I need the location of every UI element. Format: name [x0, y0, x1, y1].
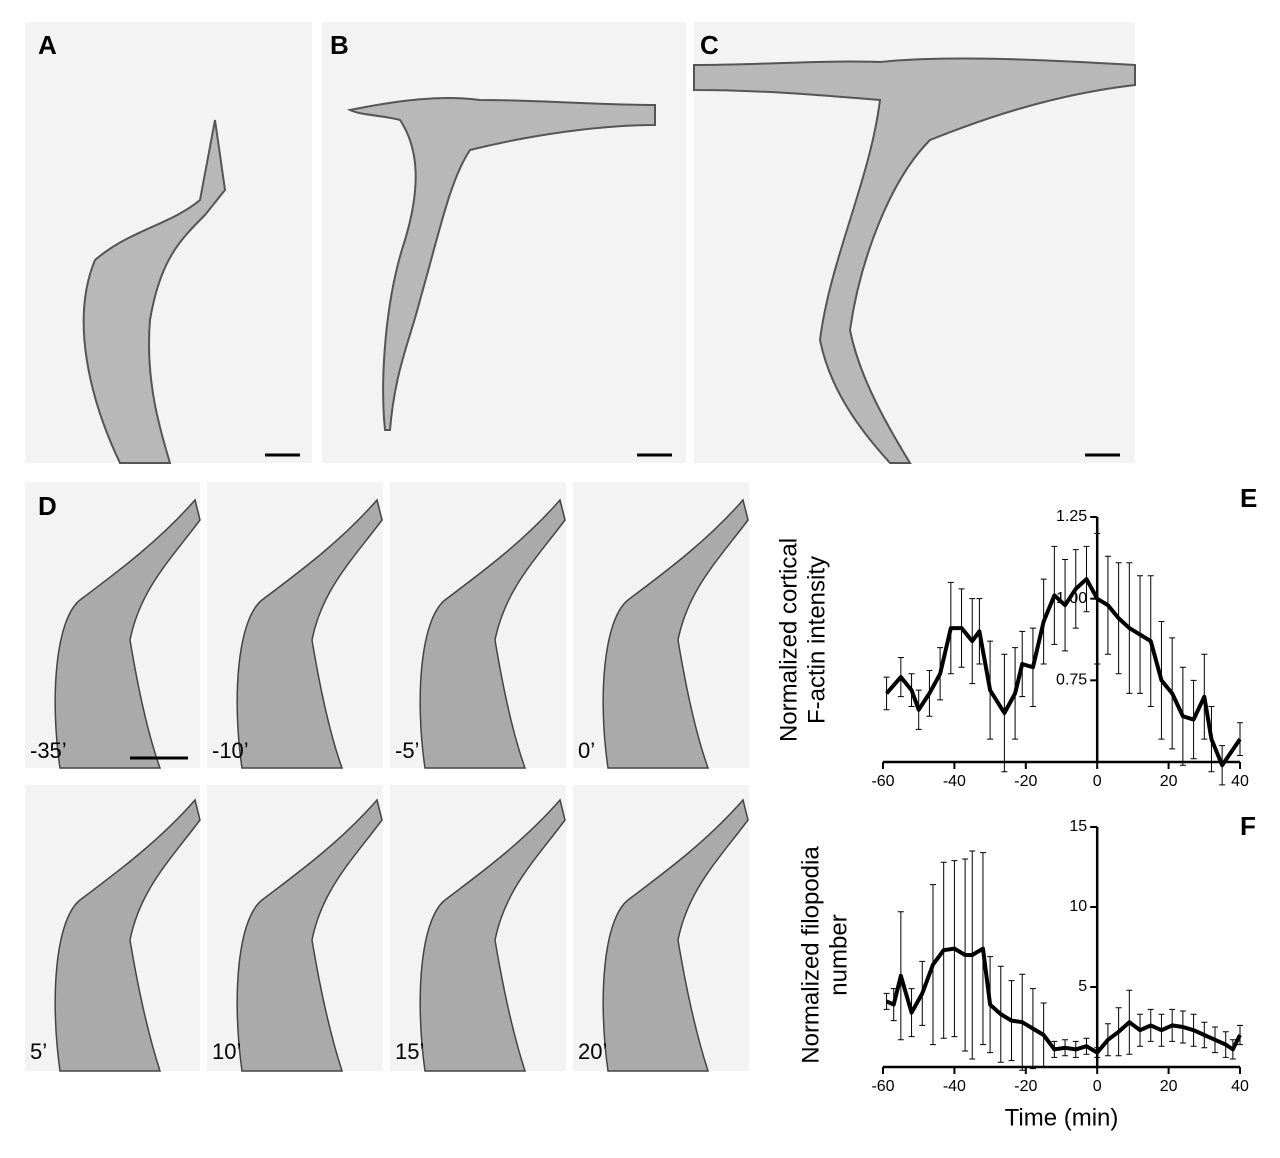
time-label: 20’ — [578, 1039, 607, 1064]
panel-label: A — [38, 30, 57, 60]
cell-c — [693, 57, 1136, 464]
x-tick-label: -20 — [1014, 773, 1037, 790]
panel-label: C — [700, 30, 719, 60]
y-axis-label: F-actin intensity — [803, 556, 830, 724]
x-tick-label: 0 — [1093, 1078, 1102, 1095]
panel-label: D — [38, 491, 57, 521]
panel-label: B — [330, 30, 349, 60]
time-label: -5’ — [395, 738, 419, 763]
y-tick-label: 10 — [1069, 898, 1087, 915]
x-tick-label: -60 — [871, 1078, 894, 1095]
x-tick-label: 20 — [1160, 1078, 1178, 1095]
scale-bars — [130, 453, 1120, 760]
x-tick-label: -40 — [943, 773, 966, 790]
time-label: 15’ — [395, 1039, 424, 1064]
cell-b — [346, 97, 656, 431]
y-axis-label: number — [825, 914, 852, 995]
panel-label: F — [1240, 811, 1256, 841]
panel-label: E — [1240, 483, 1257, 513]
time-label: -10’ — [212, 738, 249, 763]
x-tick-label: 20 — [1160, 773, 1178, 790]
y-tick-label: 5 — [1078, 978, 1087, 995]
x-tick-label: -40 — [943, 1078, 966, 1095]
time-label: 10’ — [212, 1039, 241, 1064]
x-axis-label: Time (min) — [1005, 1104, 1119, 1131]
micrographs — [25, 22, 1136, 1072]
frame-cells — [54, 498, 749, 1072]
x-tick-label: -20 — [1014, 1078, 1037, 1095]
cell-a — [82, 119, 227, 464]
x-tick-label: 40 — [1231, 1078, 1249, 1095]
time-label: -35’ — [30, 738, 67, 763]
x-tick-label: 0 — [1093, 773, 1102, 790]
y-axis-label: Normalized cortical — [775, 538, 802, 742]
y-tick-label: 1.25 — [1056, 508, 1087, 525]
time-labels: -35’ -10’ -5’ 0’ 5’ 10’ 15’ 20’ — [30, 738, 607, 1064]
data-line — [885, 577, 1242, 768]
panel-labels: A B C D E F — [38, 30, 1257, 841]
time-label: 5’ — [30, 1039, 47, 1064]
y-tick-label: 15 — [1069, 818, 1087, 835]
image-b — [322, 22, 686, 463]
data-line — [885, 946, 1242, 1055]
y-axis-label: Normalized filopodia — [797, 846, 824, 1064]
y-tick-label: 0.75 — [1056, 672, 1087, 689]
time-label: 0’ — [578, 738, 595, 763]
x-tick-label: -60 — [871, 773, 894, 790]
x-tick-label: 40 — [1231, 773, 1249, 790]
